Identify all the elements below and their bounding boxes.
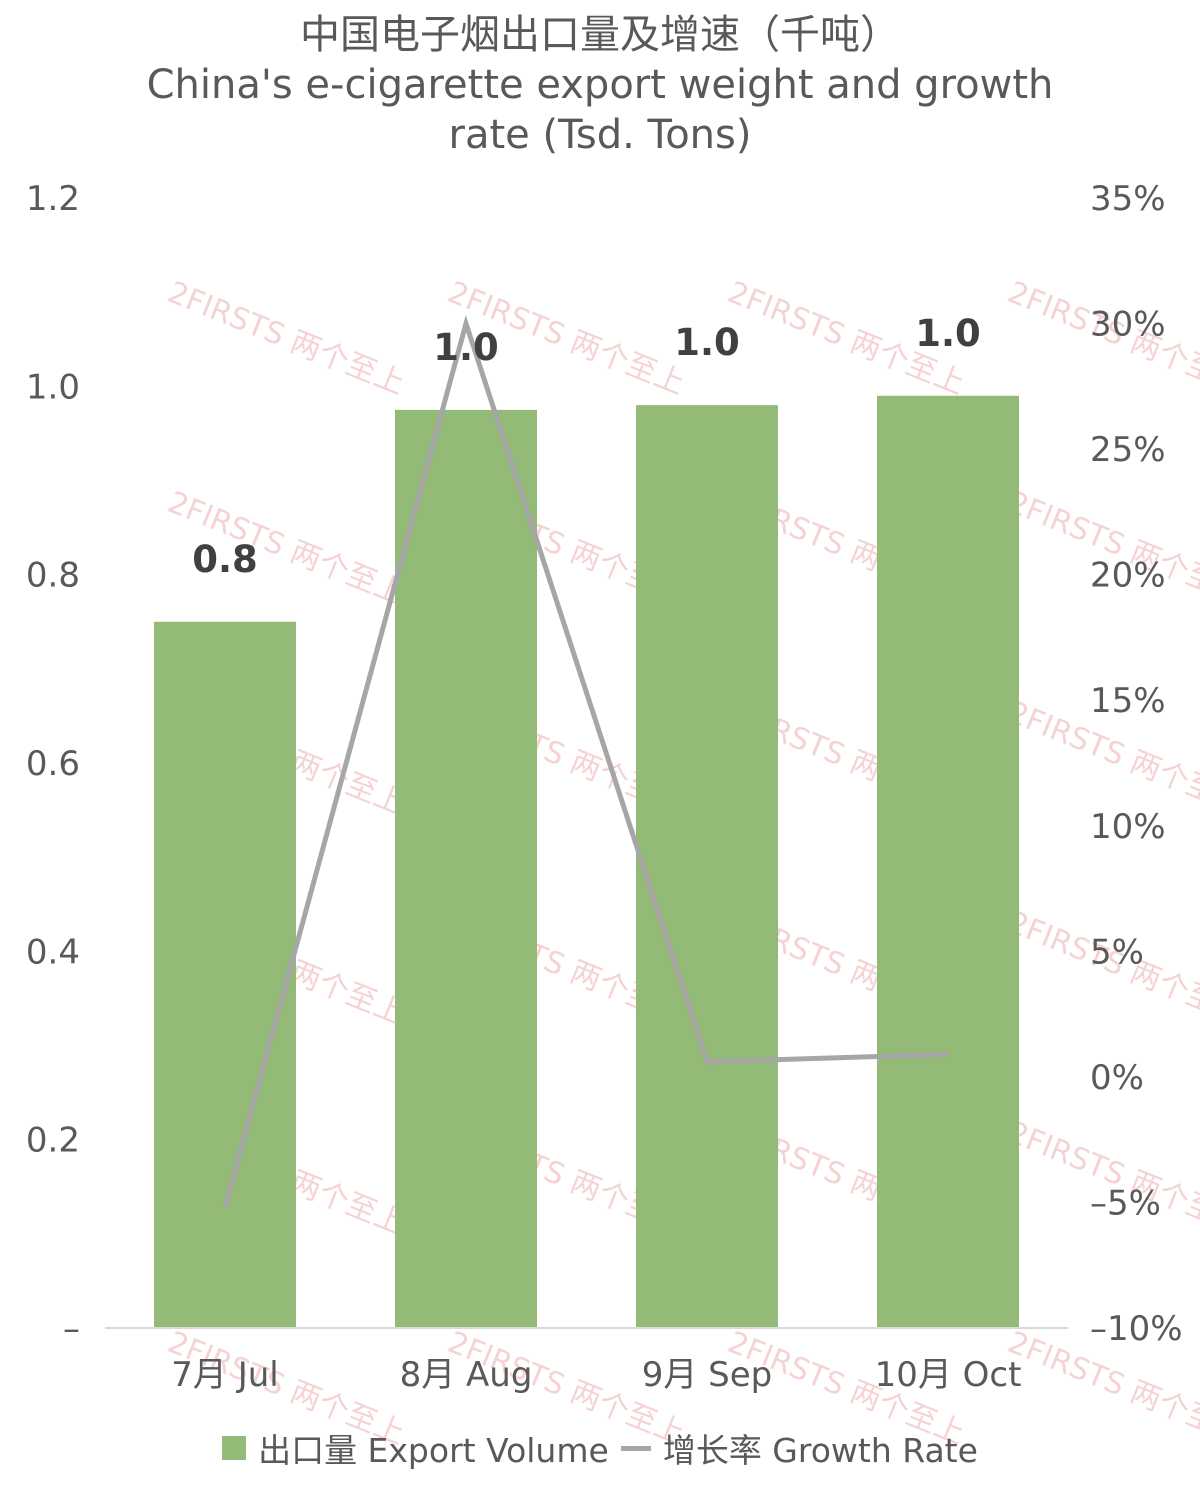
right-tick-label: 5% bbox=[1090, 932, 1144, 972]
left-tick-label: 0.6 bbox=[26, 744, 80, 784]
left-tick-label: 0.4 bbox=[26, 932, 80, 972]
legend: 出口量 Export Volume 增长率 Growth Rate bbox=[0, 1424, 1200, 1472]
chart-subtitle-line-1: China's e-cigarette export weight and gr… bbox=[146, 62, 1054, 108]
chart-subtitle-line-2: rate (Tsd. Tons) bbox=[448, 112, 752, 158]
bar-2 bbox=[636, 405, 778, 1329]
left-tick-label: 0.2 bbox=[26, 1121, 80, 1161]
bar-data-label-0: 0.8 bbox=[192, 538, 258, 581]
watermark-text: 2FIRSTS 两个至上 bbox=[163, 275, 410, 402]
legend-label-growth-rate: 增长率 Growth Rate bbox=[662, 1431, 978, 1470]
legend-label-export-volume: 出口量 Export Volume bbox=[258, 1431, 609, 1470]
bar-3 bbox=[877, 395, 1019, 1328]
x-tick-label: 10月 Oct bbox=[875, 1355, 1022, 1395]
right-tick-label: 20% bbox=[1090, 556, 1166, 596]
left-tick-label: 1.2 bbox=[26, 179, 80, 219]
right-axis: –10% –5% 0% 5% 10% 15% 20% 25% 30% 35% bbox=[1090, 179, 1183, 1349]
left-axis: – 0.2 0.4 0.6 0.8 1.0 1.2 bbox=[26, 179, 80, 1349]
left-tick-label: 1.0 bbox=[26, 367, 80, 407]
bar-1 bbox=[395, 409, 537, 1328]
right-tick-label: –5% bbox=[1090, 1183, 1161, 1223]
bar-data-label-2: 1.0 bbox=[674, 321, 740, 364]
right-tick-label: 35% bbox=[1090, 179, 1166, 219]
x-axis: 7月 Jul 8月 Aug 9月 Sep 10月 Oct bbox=[171, 1355, 1021, 1395]
growth-line-series bbox=[222, 314, 949, 1209]
bar-0 bbox=[154, 621, 296, 1328]
chart-title: 中国电子烟出口量及增速（千吨） bbox=[300, 12, 900, 58]
legend-item-growth-rate: 增长率 Growth Rate bbox=[609, 1424, 978, 1472]
bar-data-label-1: 1.0 bbox=[433, 326, 499, 369]
watermark: 2FIRSTS 两个至上 bbox=[163, 275, 410, 402]
right-tick-label: 30% bbox=[1090, 305, 1166, 345]
legend-item-export-volume: 出口量 Export Volume bbox=[222, 1424, 609, 1472]
right-tick-label: 15% bbox=[1090, 681, 1166, 721]
legend-swatch-line bbox=[620, 1445, 651, 1451]
right-tick-label: –10% bbox=[1090, 1309, 1183, 1349]
x-tick-label: 7月 Jul bbox=[171, 1355, 278, 1395]
bar-data-label-3: 1.0 bbox=[915, 312, 981, 355]
x-tick-label: 8月 Aug bbox=[400, 1355, 533, 1395]
bar-data-labels: 0.8 1.0 1.0 1.0 bbox=[192, 312, 981, 581]
bar-series bbox=[154, 395, 1019, 1329]
left-tick-label: – bbox=[63, 1309, 80, 1349]
right-tick-label: 25% bbox=[1090, 430, 1166, 470]
right-tick-label: 10% bbox=[1090, 807, 1166, 847]
growth-line bbox=[222, 314, 949, 1209]
legend-swatch-bar bbox=[222, 1436, 247, 1460]
right-tick-label: 0% bbox=[1090, 1058, 1144, 1098]
left-tick-label: 0.8 bbox=[26, 556, 80, 596]
x-tick-label: 9月 Sep bbox=[642, 1355, 773, 1395]
